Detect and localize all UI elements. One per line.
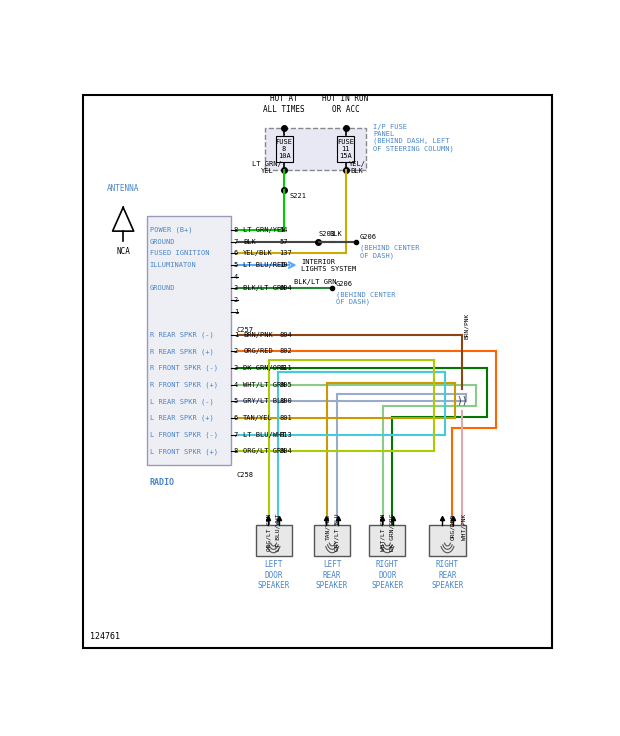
Text: RIGHT
DOOR
SPEAKER: RIGHT DOOR SPEAKER [371,560,404,590]
Text: 5: 5 [234,398,238,405]
Text: 801: 801 [280,415,292,421]
Text: L FRONT SPKR (-): L FRONT SPKR (-) [149,431,218,438]
Text: 54: 54 [280,227,288,233]
Text: R REAR SPKR (-): R REAR SPKR (-) [149,332,213,338]
Text: INTERIOR
LIGHTS SYSTEM: INTERIOR LIGHTS SYSTEM [301,258,356,272]
Text: 6: 6 [234,250,238,256]
Text: LT GRN/
YEL: LT GRN/ YEL [252,161,281,174]
Text: 800: 800 [280,398,292,405]
Text: RADIO: RADIO [149,478,175,486]
Text: R FRONT SPKR (-): R FRONT SPKR (-) [149,365,218,372]
Text: TAN/YEL: TAN/YEL [243,415,273,421]
Text: S201: S201 [319,231,335,237]
Text: YEL/
BLK: YEL/ BLK [348,161,366,174]
Text: DK GRN/ORG: DK GRN/ORG [390,514,395,551]
Text: ORG/LT GRN: ORG/LT GRN [243,448,286,454]
Text: BLK/LT GRN: BLK/LT GRN [294,279,336,285]
Text: WHT/PNK: WHT/PNK [462,514,467,539]
Text: 5: 5 [234,262,238,268]
Text: 8: 8 [234,227,238,233]
Text: LT BLU/WHT: LT BLU/WHT [276,514,281,551]
Text: 694: 694 [280,286,292,291]
Text: 1: 1 [234,332,238,338]
Text: L REAR SPKR (-): L REAR SPKR (-) [149,398,213,405]
Text: BLK/LT GRN: BLK/LT GRN [243,286,286,291]
Text: ILLUMINATON: ILLUMINATON [149,262,197,268]
Text: WHT/LT GRN: WHT/LT GRN [380,514,385,551]
Bar [265,128,366,171]
Text: 1: 1 [234,309,238,315]
Text: WHT/LT GRN: WHT/LT GRN [243,382,286,388]
Text: 4: 4 [234,274,238,280]
Text: 804: 804 [280,448,292,454]
Text: BLK: BLK [243,238,256,244]
Text: 57: 57 [280,238,288,244]
Text: I/P FUSE
PANEL
(BEHIND DASH, LEFT
OF STEERING COLUMN): I/P FUSE PANEL (BEHIND DASH, LEFT OF STE… [373,124,454,152]
Text: LEFT
REAR
SPEAKER: LEFT REAR SPEAKER [316,560,348,590]
Text: ORG/LT GRN: ORG/LT GRN [266,514,271,551]
Text: 3: 3 [234,365,238,371]
Text: G206: G206 [336,280,353,287]
Text: NCA: NCA [116,247,130,256]
Text: L REAR SPKR (+): L REAR SPKR (+) [149,415,213,421]
Text: TAN/YEL: TAN/YEL [325,514,330,539]
Text: YEL/BLK: YEL/BLK [243,250,273,256]
Text: 811: 811 [280,365,292,371]
Text: LT BLU/RED: LT BLU/RED [243,262,286,268]
Text: 137: 137 [280,250,292,256]
Text: ANTENNA: ANTENNA [107,184,140,193]
Text: FUSE
8
10A: FUSE 8 10A [276,139,293,159]
Text: BRN/PNK: BRN/PNK [464,314,469,339]
Text: 7: 7 [234,238,238,244]
Bar [430,525,466,556]
Text: 19: 19 [280,262,288,268]
Text: G206: G206 [360,234,377,240]
Text: (BEHIND CENTER
OF DASH): (BEHIND CENTER OF DASH) [336,291,396,305]
Text: ORG/RED: ORG/RED [243,348,273,355]
Bar [337,136,354,162]
Text: 7: 7 [234,432,238,438]
Text: 3: 3 [234,286,238,291]
Text: GROUND: GROUND [149,286,175,291]
Text: HOT AT
ALL TIMES: HOT AT ALL TIMES [264,94,305,114]
Text: 8: 8 [234,448,238,454]
Text: FUSED IGNITION: FUSED IGNITION [149,250,209,256]
Text: FUSE
11
15A: FUSE 11 15A [337,139,354,159]
Bar [314,525,350,556]
Text: LT BLU/WHT: LT BLU/WHT [243,432,286,438]
Bar [276,136,293,162]
Text: POWER (B+): POWER (B+) [149,227,192,233]
Text: HOT IN RUN
OR ACC: HOT IN RUN OR ACC [322,94,369,114]
Text: LEFT
DOOR
SPEAKER: LEFT DOOR SPEAKER [257,560,290,590]
Text: 2: 2 [234,348,238,355]
Bar [255,525,291,556]
Text: 124761: 124761 [89,632,120,641]
Text: RIGHT
REAR
SPEAKER: RIGHT REAR SPEAKER [432,560,464,590]
Text: 805: 805 [280,382,292,388]
Text: C257: C257 [236,328,253,333]
Text: (BEHIND CENTER
OF DASH): (BEHIND CENTER OF DASH) [360,244,420,258]
Text: 6: 6 [234,415,238,421]
Text: LT GRN/YEL: LT GRN/YEL [243,227,286,233]
Text: BRN/PNK: BRN/PNK [243,332,273,338]
Bar [370,525,405,556]
Text: GRY/LT BLU: GRY/LT BLU [334,514,340,551]
Text: DK GRN/ORG: DK GRN/ORG [243,365,286,371]
Text: ORG/RED: ORG/RED [450,514,455,539]
Text: 2: 2 [234,297,238,303]
Text: 4: 4 [234,382,238,388]
Text: S221: S221 [290,193,307,199]
Text: GRY/LT BLU: GRY/LT BLU [243,398,286,405]
Text: L FRONT SPKR (+): L FRONT SPKR (+) [149,448,218,455]
Text: GROUND: GROUND [149,238,175,244]
Text: 802: 802 [280,348,292,355]
Text: 813: 813 [280,432,292,438]
Text: R REAR SPKR (+): R REAR SPKR (+) [149,348,213,355]
Text: )): )) [456,395,467,405]
Text: R FRONT SPKR (+): R FRONT SPKR (+) [149,381,218,388]
Text: BLK: BLK [330,231,342,237]
Text: 804: 804 [280,332,292,338]
Text: C258: C258 [236,472,253,478]
Bar [147,216,231,465]
